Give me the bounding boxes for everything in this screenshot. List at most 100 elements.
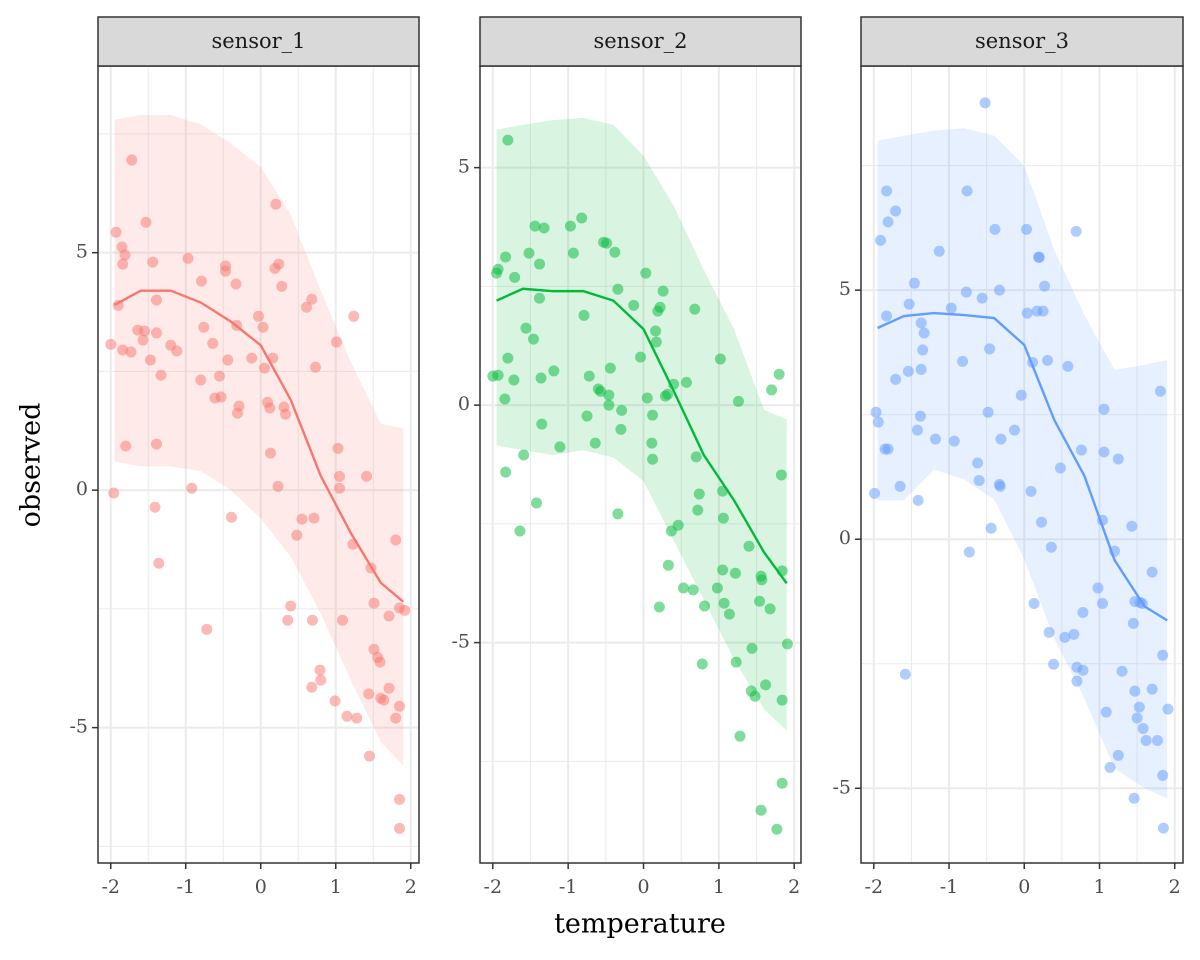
point [1036,516,1048,528]
point [214,370,225,382]
point [734,730,746,742]
strip-background [479,16,802,67]
point [383,610,395,622]
point [718,597,730,609]
point [1021,223,1033,235]
point [1070,225,1082,237]
point [760,679,772,691]
point [915,317,927,329]
point [583,370,595,382]
point [640,267,652,279]
y-tick-label: -5 [451,631,470,653]
point [140,216,152,228]
point [672,519,684,531]
point [680,376,692,388]
point [870,406,882,418]
point [528,333,539,345]
point [230,278,242,290]
point [137,334,149,346]
point [771,823,783,835]
point [207,337,219,349]
panel: sensor_3 -2 -1 0 1 2 -5 0 5 [832,16,1184,898]
confidence-ribbon [496,117,787,731]
point [296,513,308,525]
point [1154,385,1166,397]
point [332,442,344,454]
y-tick-label: 5 [839,278,851,300]
point [272,480,284,492]
strip-label: sensor_3 [975,29,1069,53]
point [1162,703,1174,715]
point [307,614,318,626]
x-tick-label: -2 [101,876,120,898]
point [957,355,969,367]
point [732,395,744,407]
x-tick-label: 0 [1018,876,1030,898]
point [616,404,628,416]
point [195,374,207,386]
point [911,424,923,436]
point [914,410,926,422]
point [945,302,957,314]
point [1151,734,1163,746]
x-tick-label: 1 [713,876,725,898]
point [257,321,269,333]
point [662,388,674,400]
point [120,440,132,452]
point [662,559,674,571]
point [615,423,627,435]
point [399,604,411,616]
point [985,522,997,534]
point [508,374,520,386]
x-tick-label: -2 [484,876,503,898]
point [882,443,894,455]
point [692,504,704,516]
point [711,582,723,594]
point [259,362,270,374]
y-tick-label: -5 [832,776,851,798]
point [776,777,788,789]
point [1146,683,1158,695]
y-axis-title: observed [16,403,47,528]
point [1075,444,1087,456]
point [912,494,924,506]
point [1098,403,1110,415]
point [647,453,659,465]
point [755,804,767,816]
point [1128,792,1140,804]
point [105,338,117,350]
point [687,584,699,596]
point [1157,769,1169,781]
point [989,223,1001,235]
point [1021,307,1033,319]
point [139,325,150,337]
point [641,392,653,404]
point [186,482,198,494]
confidence-ribbon [877,128,1168,799]
point [273,258,285,270]
point [531,497,543,509]
y-tick-label: 5 [458,156,470,178]
point [151,327,162,339]
point [1100,706,1112,718]
point [603,389,615,401]
point [917,344,929,356]
point [890,373,902,385]
point [314,664,326,676]
point [723,608,735,620]
confidence-ribbon [114,114,404,766]
point [264,402,276,414]
point [603,399,615,411]
smooth-line [496,287,788,584]
point [756,574,768,586]
point [961,185,973,197]
point [1037,305,1049,317]
x-tick-label: -1 [940,876,959,898]
point [315,674,327,686]
point [979,97,991,109]
point [306,681,318,693]
point [729,567,741,579]
point [334,470,345,482]
point [1025,485,1037,497]
